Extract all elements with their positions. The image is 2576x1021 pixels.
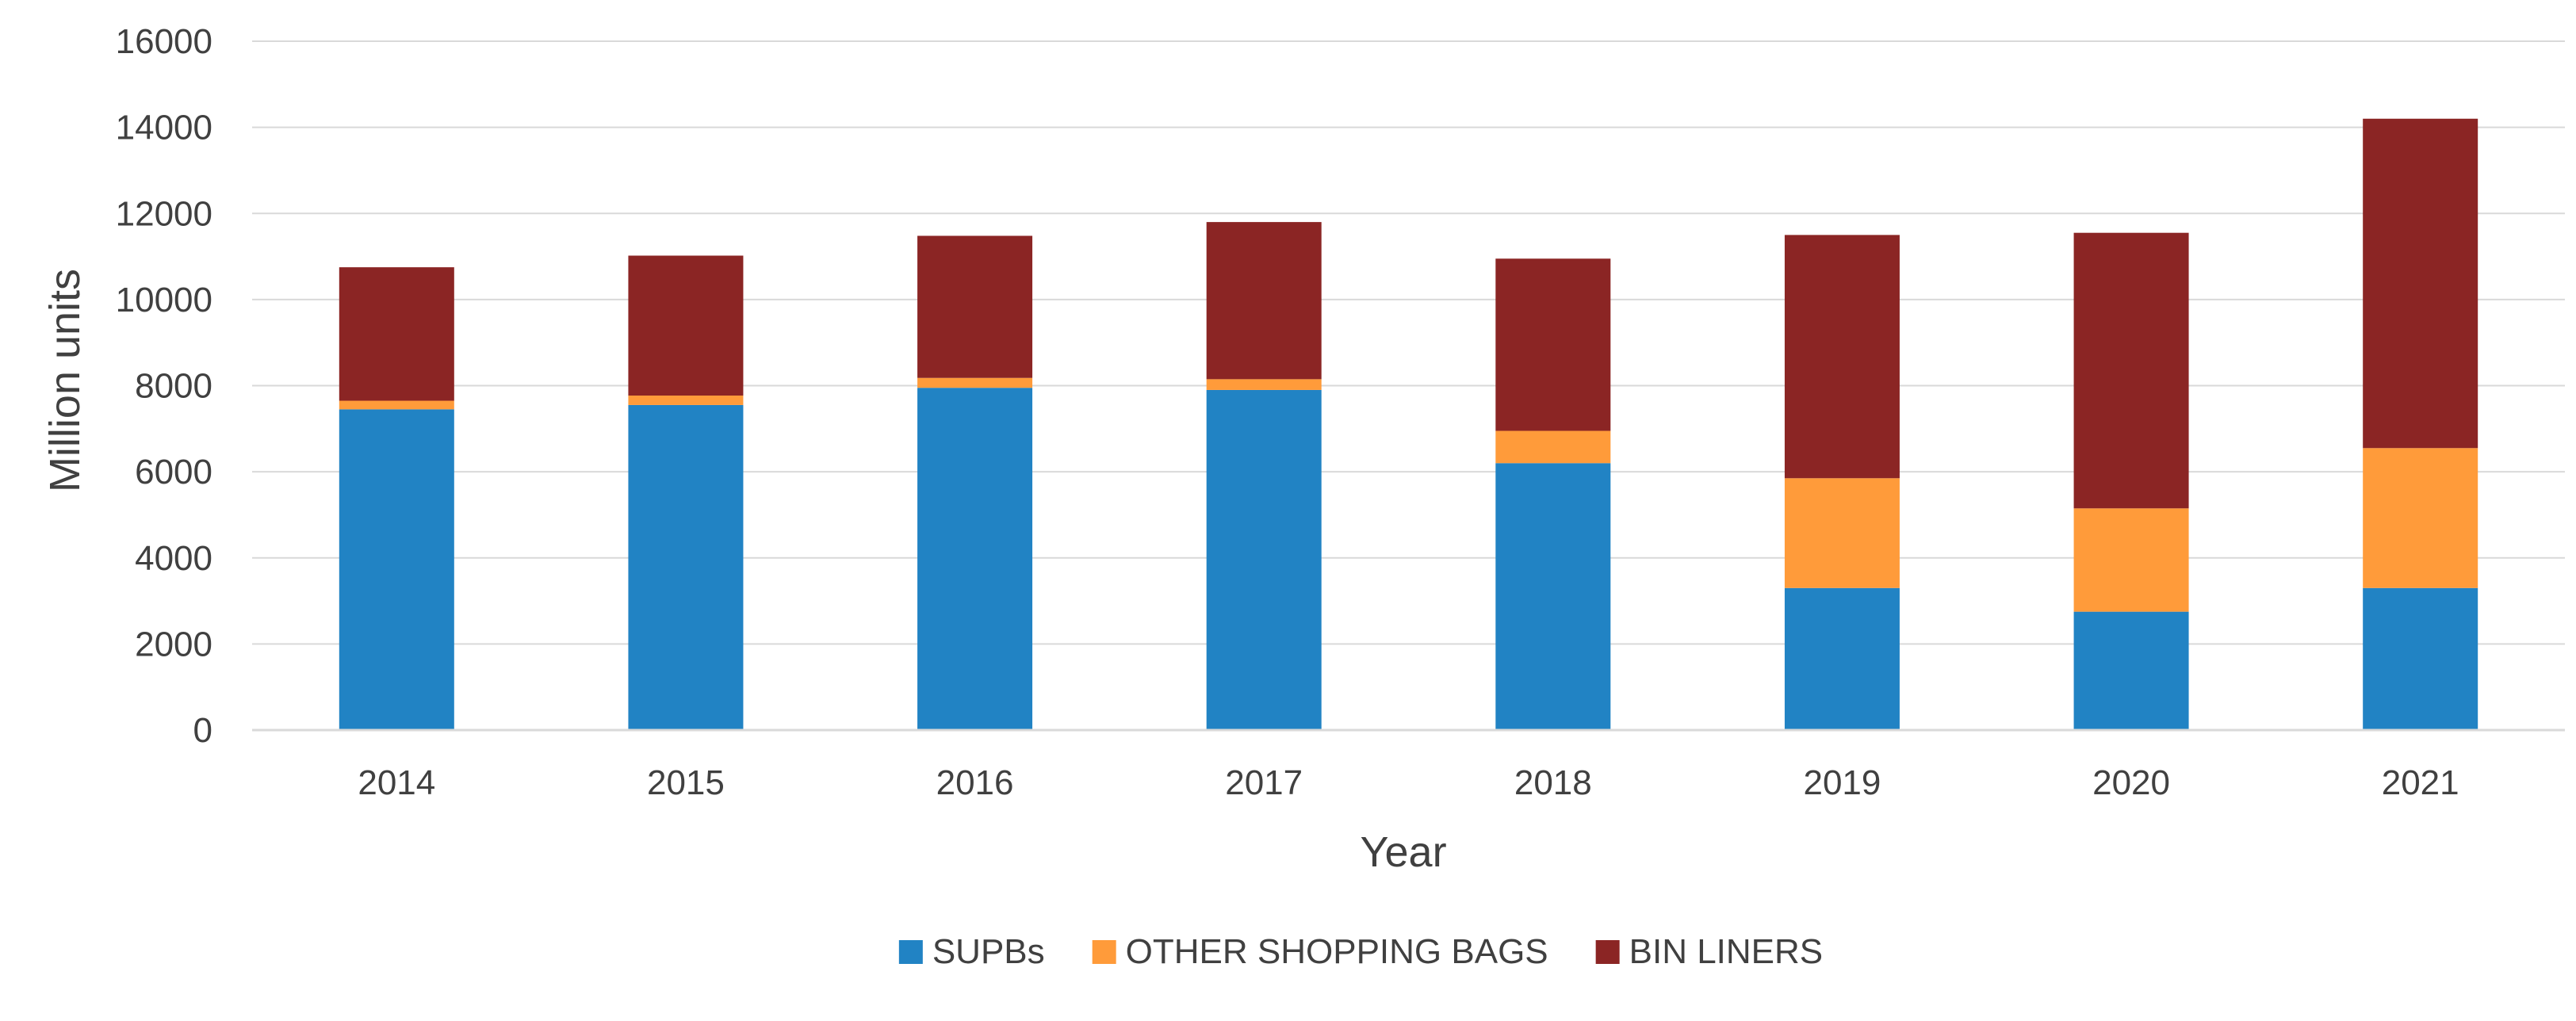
bar-segment	[628, 404, 744, 730]
bar-segment	[1495, 258, 1611, 431]
legend-label: SUPBs	[932, 932, 1045, 971]
legend-swatch	[1595, 940, 1620, 964]
legend-item: BIN LINERS	[1595, 932, 1824, 971]
x-tick-label: 2016	[936, 763, 1014, 802]
x-axis-title: Year	[1360, 828, 1446, 876]
legend-swatch	[1092, 940, 1116, 964]
bar-segment	[628, 255, 744, 396]
x-tick-label: 2021	[2382, 763, 2459, 802]
legend: SUPBs OTHER SHOPPING BAGS BIN LINERS	[898, 932, 1824, 971]
bar-segment	[2363, 587, 2478, 730]
y-tick-label: 8000	[135, 367, 212, 406]
y-tick-label: 16000	[116, 22, 212, 61]
y-tick-label: 10000	[116, 281, 212, 319]
bar-segment	[2073, 611, 2189, 730]
bar-segment	[2363, 118, 2478, 449]
bar-segment	[917, 235, 1033, 378]
bar-segment	[1206, 379, 1322, 390]
bar-segment	[2073, 232, 2189, 509]
bar-segment	[339, 267, 454, 401]
bar-segment	[1784, 478, 1900, 588]
x-tick-label: 2019	[1803, 763, 1881, 802]
bar-segment	[339, 409, 454, 730]
y-tick-label: 0	[193, 711, 212, 750]
y-tick-label: 14000	[116, 109, 212, 147]
bar-segment	[2073, 508, 2189, 612]
y-axis-ticks: 0 2000 4000 6000 8000 10000 12000 14000 16000	[116, 22, 212, 750]
x-tick-label: 2020	[2092, 763, 2170, 802]
bar-segment	[1784, 235, 1900, 479]
bar-segment	[917, 377, 1033, 388]
bar-segment	[1784, 587, 1900, 730]
legend-swatch	[898, 940, 923, 964]
bar-segment	[1495, 463, 1611, 730]
legend-item: SUPBs	[898, 932, 1045, 971]
bar-segment	[628, 395, 744, 405]
bar-segment	[1206, 389, 1322, 730]
x-tick-label: 2018	[1514, 763, 1592, 802]
legend-label: OTHER SHOPPING BAGS	[1126, 932, 1548, 971]
x-tick-label: 2014	[358, 763, 435, 802]
y-tick-label: 2000	[135, 625, 212, 663]
bar-segment	[1495, 430, 1611, 464]
legend-item: OTHER SHOPPING BAGS	[1092, 932, 1548, 971]
x-tick-label: 2015	[647, 763, 725, 802]
bar-segment	[917, 388, 1033, 730]
gridlines	[252, 40, 2565, 645]
bar-segment	[2363, 448, 2478, 588]
x-axis-ticks: 2014 2015 2016 2017 2018 2019 2020 2021	[358, 763, 2459, 802]
bar-segment	[1206, 222, 1322, 380]
x-tick-label: 2017	[1225, 763, 1303, 802]
y-axis-title: Million units	[41, 269, 89, 492]
bar-segment	[339, 400, 454, 410]
legend-label: BIN LINERS	[1629, 932, 1824, 971]
y-tick-label: 4000	[135, 539, 212, 578]
y-tick-label: 6000	[135, 453, 212, 491]
bars	[339, 118, 2478, 730]
y-tick-label: 12000	[116, 194, 212, 233]
